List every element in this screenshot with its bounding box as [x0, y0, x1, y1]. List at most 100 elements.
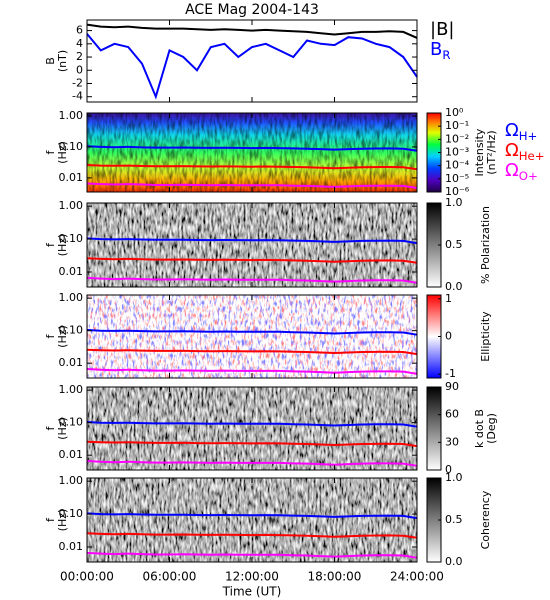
x-tick-label: 00:00:00 — [60, 570, 114, 584]
series-line — [86, 145, 418, 152]
colorbar-tick-label: 10⁻⁶ — [445, 185, 470, 198]
colorbar-tick-label: 0 — [445, 463, 452, 476]
y-tick-label: 0.10 — [59, 507, 84, 520]
legend-name: |B| — [430, 19, 454, 40]
colorbar-label: Coherency — [479, 490, 492, 549]
series-line — [86, 329, 418, 336]
series-line — [86, 33, 418, 100]
y-tick-label: 1.00 — [59, 383, 84, 396]
colorbar-label: % Polarization — [479, 206, 492, 284]
legend-entry: |B| — [430, 19, 454, 40]
spectrogram-texture — [87, 113, 417, 192]
legend-subscript: O+ — [519, 169, 538, 183]
legend-name: Ω — [505, 120, 519, 141]
colorbar — [426, 386, 442, 471]
legend-entry: ΩHe+ — [505, 140, 545, 163]
chart-title: ACE Mag 2004-143 — [185, 2, 319, 18]
colorbar-tick-label: 10⁻¹ — [445, 119, 469, 132]
y-tick-label: 0.10 — [59, 416, 84, 429]
colorbar-label: (nT²/Hz) — [485, 130, 498, 174]
x-tick-label: 06:00:00 — [143, 570, 197, 584]
legend-entry: ΩH+ — [505, 120, 537, 143]
y-tick-label: 0.01 — [59, 540, 84, 553]
y-tick-label: 4 — [76, 37, 83, 50]
x-tick-label: 12:00:00 — [225, 570, 279, 584]
colorbar-tick-label: 1.0 — [445, 196, 463, 209]
series-line — [86, 440, 418, 448]
y-tick-label: 1.00 — [59, 291, 84, 304]
y-tick-label: 0.01 — [59, 265, 84, 278]
series-line — [86, 182, 418, 189]
colorbar-label: Ellipticity — [479, 311, 492, 362]
spectrogram — [87, 203, 417, 287]
y-axis-label: f — [44, 517, 57, 522]
colorbar-tick-label: 0.0 — [445, 555, 463, 568]
y-axis-label: f — [44, 149, 57, 154]
colorbar-tick-label: 10⁻⁴ — [445, 159, 470, 172]
y-axis-label: (Hz) — [56, 417, 69, 440]
colorbar-tick-label: 10⁻⁵ — [445, 172, 469, 185]
colorbar-tick-label: 90 — [445, 380, 459, 393]
colorbar-label: (Deg) — [485, 413, 498, 444]
colorbar-tick-label: -1 — [445, 367, 456, 380]
x-tick-label: 18:00:00 — [308, 570, 362, 584]
x-axis-label: Time (UT) — [222, 585, 282, 599]
y-tick-label: 6 — [76, 24, 83, 37]
series-line — [86, 237, 418, 245]
legend-name: B — [430, 39, 442, 60]
colorbar-label: k dot B — [473, 409, 486, 448]
x-tick-label: 24:00:00 — [390, 570, 444, 584]
series-line — [86, 348, 418, 356]
y-axis-label: f — [44, 425, 57, 430]
y-axis-label: (Hz) — [56, 141, 69, 164]
y-tick-label: 1.00 — [59, 199, 84, 212]
y-tick-label: -2 — [72, 76, 83, 89]
colorbar-tick-label: 0.5 — [445, 238, 463, 251]
y-tick-label: -4 — [72, 90, 83, 103]
series-line — [86, 23, 418, 39]
colorbar-tick-label: 0.0 — [445, 280, 463, 293]
y-tick-label: 0.10 — [59, 232, 84, 245]
y-axis-label: f — [44, 333, 57, 338]
spectrogram — [87, 478, 417, 562]
colorbar-tick-label: 10⁰ — [445, 106, 464, 119]
colorbar-label: Intensity — [473, 128, 486, 176]
colorbar-tick-label: 1.0 — [445, 471, 463, 484]
legend-name: Ω — [505, 140, 519, 161]
legend-entry: BR — [430, 39, 450, 62]
colorbar-tick-label: 0.5 — [445, 513, 463, 526]
colorbar-tick-label: 60 — [445, 408, 459, 421]
y-axis-label: (nT) — [56, 50, 69, 72]
series-line — [86, 512, 418, 520]
y-axis-label: f — [44, 242, 57, 247]
colorbar-tick-label: 30 — [445, 435, 459, 448]
colorbar-tick-label: 10⁻² — [445, 132, 469, 145]
y-tick-label: 0.10 — [59, 140, 84, 153]
series-line — [86, 421, 418, 428]
y-tick-label: 2 — [76, 50, 83, 63]
legend-subscript: H+ — [519, 129, 538, 143]
legend-subscript: R — [442, 48, 450, 62]
y-tick-label: 0.01 — [59, 448, 84, 461]
y-axis-label: B — [44, 57, 57, 65]
series-line — [86, 460, 418, 467]
y-tick-label: 0.01 — [59, 356, 84, 369]
legend-name: Ω — [505, 160, 519, 181]
series-line — [86, 532, 418, 539]
series-line — [86, 164, 418, 171]
y-tick-label: 1.00 — [59, 474, 84, 487]
legend-subscript: He+ — [519, 149, 545, 163]
legend-entry: ΩO+ — [505, 160, 538, 183]
y-tick-label: 0.10 — [59, 324, 84, 337]
spectrogram-texture — [87, 295, 417, 378]
y-tick-label: 1.00 — [59, 109, 84, 122]
series-line — [86, 368, 418, 375]
series-line — [86, 551, 418, 559]
spectrogram — [87, 387, 417, 470]
y-tick-label: 0 — [76, 63, 83, 76]
colorbar-tick-label: 0 — [445, 330, 452, 343]
y-axis-label: (Hz) — [56, 509, 69, 532]
y-axis-label: (Hz) — [56, 234, 69, 257]
colorbar-tick-label: 1 — [445, 292, 452, 305]
